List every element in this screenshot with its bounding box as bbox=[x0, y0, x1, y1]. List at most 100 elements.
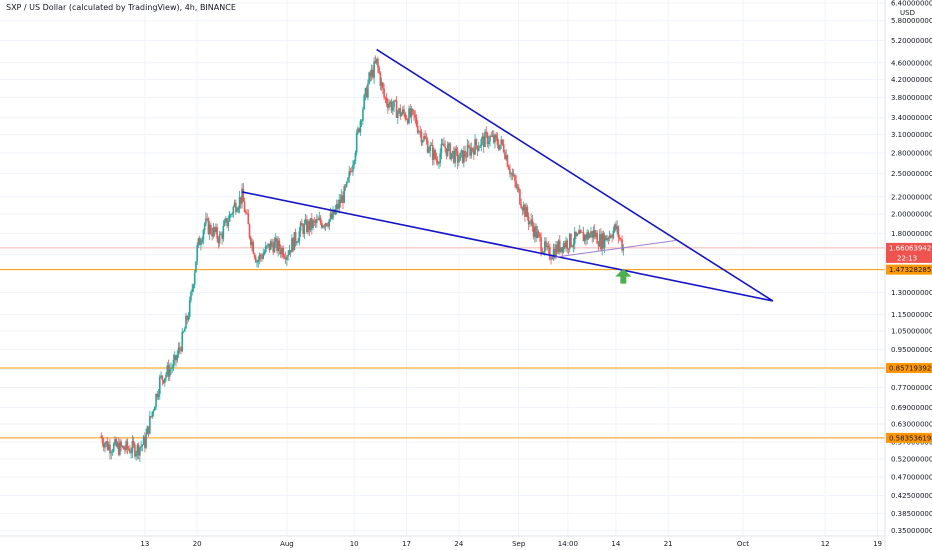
candle-body bbox=[316, 219, 318, 223]
candle-body bbox=[291, 238, 293, 253]
candle-body bbox=[459, 152, 461, 161]
candle-body bbox=[593, 230, 596, 237]
candle-body bbox=[497, 144, 500, 150]
candle-body bbox=[610, 235, 612, 238]
candle-body bbox=[225, 218, 227, 222]
candle-body bbox=[258, 254, 261, 260]
candle-body bbox=[504, 151, 506, 159]
candle-body bbox=[438, 163, 440, 164]
candle-body bbox=[100, 435, 103, 438]
support-price-tag-label: 0.85719392 bbox=[889, 365, 931, 373]
candle-body bbox=[320, 222, 323, 228]
candle-body bbox=[301, 222, 303, 226]
time-tick-label: 17 bbox=[402, 540, 411, 548]
candle-body bbox=[104, 443, 106, 448]
candle-body bbox=[235, 202, 237, 213]
candle-body bbox=[298, 231, 301, 241]
price-tick-label: 2.80000000 bbox=[891, 149, 932, 157]
candle-body bbox=[603, 235, 606, 248]
candle-body bbox=[532, 226, 535, 237]
candle-body bbox=[281, 247, 283, 255]
candle-body bbox=[611, 237, 613, 238]
time-tick-label: 13 bbox=[140, 540, 149, 548]
price-tick-label: 0.52000000 bbox=[891, 455, 932, 463]
candle-body bbox=[163, 377, 166, 384]
currency-label: USD bbox=[900, 9, 915, 17]
candle-body bbox=[511, 173, 514, 176]
candle-body bbox=[404, 113, 407, 119]
candle-body bbox=[180, 348, 182, 352]
candle-body bbox=[431, 145, 434, 160]
candle-body bbox=[154, 407, 156, 411]
candle-body bbox=[622, 247, 625, 251]
time-axis: 13 20 Aug 10 17 24 Sep 14:00 14 21 Oct 12 19 bbox=[140, 540, 882, 548]
candle-body bbox=[476, 145, 479, 151]
candle-body bbox=[542, 251, 545, 254]
candle-body bbox=[192, 284, 195, 289]
candle-body bbox=[213, 227, 216, 232]
candle-body bbox=[556, 244, 559, 253]
price-tick-label: 0.63000000 bbox=[891, 420, 932, 428]
candle-body bbox=[176, 354, 179, 361]
candle-body bbox=[465, 156, 468, 158]
candle-body bbox=[413, 110, 415, 115]
candle-body bbox=[399, 108, 402, 117]
candle-body bbox=[571, 246, 574, 247]
candle-body bbox=[490, 136, 493, 137]
candle-body bbox=[302, 225, 304, 234]
candle-body bbox=[168, 369, 171, 377]
candle-body bbox=[481, 136, 484, 140]
candle-body bbox=[313, 220, 316, 222]
candle-body bbox=[228, 214, 231, 222]
price-tick-label: 3.80000000 bbox=[891, 94, 932, 102]
candle-body bbox=[509, 169, 511, 175]
candle-body bbox=[525, 207, 527, 217]
candle-body bbox=[358, 128, 360, 133]
candle-body bbox=[248, 224, 251, 238]
candle-body bbox=[563, 243, 566, 248]
candle-body bbox=[415, 117, 418, 126]
candle-body bbox=[287, 254, 289, 257]
price-tick-label: 0.95000000 bbox=[891, 346, 932, 354]
time-tick-label: 14:00 bbox=[558, 540, 578, 548]
candle-body bbox=[489, 136, 491, 142]
candle-body bbox=[479, 146, 481, 148]
price-tick-label: 1.05000000 bbox=[891, 328, 932, 336]
candle-body bbox=[152, 410, 155, 412]
candle-body bbox=[355, 132, 358, 153]
candle-body bbox=[499, 144, 501, 150]
candle-body bbox=[501, 139, 504, 145]
candle-body bbox=[325, 223, 328, 226]
candle-body bbox=[367, 83, 369, 98]
candle-body bbox=[119, 441, 121, 455]
candle-body bbox=[105, 441, 108, 444]
candle-body bbox=[566, 240, 569, 249]
candle-body bbox=[151, 411, 154, 417]
candle-body bbox=[338, 199, 341, 209]
candle-body bbox=[347, 177, 349, 182]
candle-body bbox=[379, 73, 382, 87]
candle-body bbox=[175, 355, 177, 361]
candle-body bbox=[294, 232, 297, 243]
candle-body bbox=[216, 227, 218, 239]
candle-body bbox=[303, 223, 306, 234]
candle-body bbox=[445, 148, 448, 156]
support-price-tag bbox=[886, 432, 932, 443]
candle-body bbox=[142, 436, 145, 445]
candle-body bbox=[466, 145, 469, 158]
candle-body bbox=[621, 239, 623, 251]
candle-body bbox=[217, 238, 220, 244]
time-tick-label: 12 bbox=[821, 540, 830, 548]
candle-body bbox=[322, 225, 324, 228]
candle-body bbox=[443, 143, 445, 147]
support-price-tag-label: 1.47328285 bbox=[889, 266, 931, 274]
price-tick-label: 4.20000000 bbox=[891, 76, 932, 84]
candle-body bbox=[242, 188, 245, 202]
price-tick-label: 0.47000000 bbox=[891, 474, 932, 482]
candle-body bbox=[112, 443, 115, 452]
candle-body bbox=[384, 97, 387, 99]
candle-body bbox=[410, 108, 413, 117]
price-tick-label: 6.40000000 bbox=[891, 0, 932, 7]
candle-body bbox=[307, 221, 309, 232]
